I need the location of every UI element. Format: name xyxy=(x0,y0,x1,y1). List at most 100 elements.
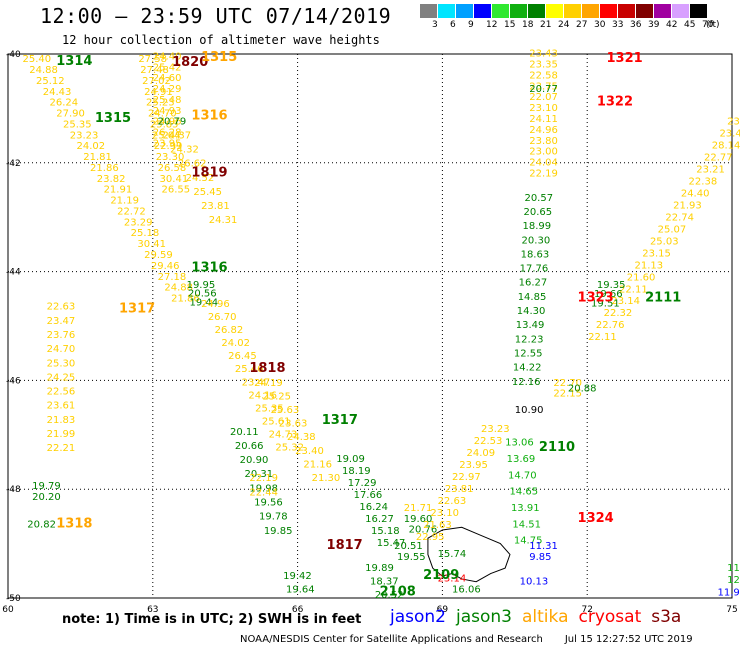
legend-swatch xyxy=(474,4,491,18)
swh-value-label: 24.93 xyxy=(153,106,182,117)
pass-label: 1818 xyxy=(249,361,285,376)
swh-value-label: 27.58 xyxy=(138,54,167,65)
swh-value-label: 27.02 xyxy=(142,76,171,87)
swh-value-label: 19.60 xyxy=(404,514,433,525)
x-tick-label: 63 xyxy=(147,605,158,615)
swh-value-label: 19.44 xyxy=(189,297,218,308)
swh-value-label: 14.65 xyxy=(509,487,538,498)
swh-value-label: 24.04 xyxy=(529,158,558,169)
legend-swatch xyxy=(564,4,581,18)
swh-value-label: 26.70 xyxy=(208,312,237,323)
swh-value-label: 21.13 xyxy=(635,260,664,271)
swh-value-label: 23.30 xyxy=(156,152,185,163)
swh-value-label: 19.89 xyxy=(365,563,394,574)
swh-value-label: 23.35 xyxy=(529,60,558,71)
swh-value-label: 14.22 xyxy=(513,363,542,374)
swh-value-label: 20.76 xyxy=(409,525,438,536)
y-tick-label: -44 xyxy=(6,268,21,278)
swh-value-label: 23.44 xyxy=(719,129,740,140)
swh-value-label: 21.86 xyxy=(90,163,119,174)
swh-value-label: 22.11 xyxy=(619,284,648,295)
swh-value-label: 26.82 xyxy=(215,325,244,336)
y-tick-label: -46 xyxy=(6,376,21,386)
y-tick-label: -40 xyxy=(6,50,21,60)
swh-value-label: 23.14 xyxy=(611,296,640,307)
legend-label: 36 xyxy=(630,20,642,30)
legend-label: 39 xyxy=(648,20,660,30)
swh-value-label: 25.45 xyxy=(193,187,222,198)
swh-value-label: 18.37 xyxy=(370,576,399,587)
legend-swatch xyxy=(582,4,599,18)
swh-value-label: 30.41 xyxy=(160,174,189,185)
x-tick-label: 75 xyxy=(726,605,737,615)
swh-value-label: 20.66 xyxy=(235,441,264,452)
swh-value-label: 23.21 xyxy=(696,165,725,176)
satellite-legend: jason2 jason3 altika cryosat s3a xyxy=(390,607,691,627)
swh-value-label: 21.99 xyxy=(47,429,76,440)
x-tick-label: 66 xyxy=(292,605,304,615)
swh-value-label: 22.76 xyxy=(596,320,625,331)
swh-value-label: 23.75 xyxy=(529,81,558,92)
swh-value-label: 22.19 xyxy=(529,168,558,179)
swh-value-label: 18.19 xyxy=(342,466,371,477)
swh-value-label: 25.85 xyxy=(150,119,179,130)
legend-label: 6 xyxy=(450,20,456,30)
pass-label: 1317 xyxy=(322,413,358,428)
pass-label: 1322 xyxy=(597,95,633,110)
swh-value-label: 19.42 xyxy=(283,571,312,582)
swh-value-label: 24.70 xyxy=(47,344,76,355)
swh-value-label: 21.93 xyxy=(673,200,702,211)
swh-value-label: 22.72 xyxy=(117,206,146,217)
swh-value-label: 24.40 xyxy=(153,51,182,62)
swh-value-label: 22.97 xyxy=(452,472,481,483)
swh-value-label: 25.30 xyxy=(47,358,76,369)
legend-swatch xyxy=(636,4,653,18)
swh-value-label: 14.30 xyxy=(517,306,546,317)
swh-value-label: 25.35 xyxy=(63,119,92,130)
swh-value-label: 22.21 xyxy=(47,443,76,454)
legend-label: 30 xyxy=(594,20,606,30)
swh-value-label: 21.19 xyxy=(110,196,139,207)
swh-value-label: 22.44 xyxy=(249,488,278,499)
swh-value-label: 12.23 xyxy=(515,334,544,345)
legend-unit: (ft) xyxy=(706,20,720,30)
pass-label: 1317 xyxy=(119,301,155,316)
legend-swatch xyxy=(546,4,563,18)
swh-value-label: 25.18 xyxy=(131,228,160,239)
swh-value-label: 24.96 xyxy=(153,117,182,128)
swh-value-label: 23.81 xyxy=(445,484,474,495)
swh-value-label: 12 xyxy=(727,575,740,586)
swh-value-label: 24.02 xyxy=(221,338,250,349)
swh-value-label: 24.96 xyxy=(529,125,558,136)
swh-value-label: 21.16 xyxy=(303,459,332,470)
swh-value-label: 22.99 xyxy=(154,141,183,152)
swh-value-label: 17.29 xyxy=(348,478,377,489)
pass-label: 2108 xyxy=(380,584,416,599)
swh-value-label: 16.24 xyxy=(359,502,388,513)
pass-label: 1315 xyxy=(95,111,131,126)
satellite-name: jason3 xyxy=(456,607,512,627)
swh-value-label: 23.95 xyxy=(153,138,182,149)
swh-value-label: 20.65 xyxy=(523,207,552,218)
swh-value-label: 15.18 xyxy=(371,526,400,537)
swh-value-label: 13.06 xyxy=(505,438,534,449)
swh-value-label: 23.47 xyxy=(242,377,271,388)
swh-value-label: 9.85 xyxy=(529,552,551,563)
swh-value-label: 26.58 xyxy=(158,163,187,174)
swh-value-label: 24.31 xyxy=(209,215,238,226)
swh-value-label: 24.73 xyxy=(269,430,298,441)
legend-swatch xyxy=(690,4,707,18)
swh-value-label: 23.10 xyxy=(430,508,459,519)
legend-label: 21 xyxy=(540,20,552,30)
island-outline xyxy=(427,526,511,583)
swh-value-label: 21.81 xyxy=(83,152,112,163)
swh-value-label: 10.90 xyxy=(515,405,544,416)
swh-value-label: 18.99 xyxy=(523,221,552,232)
swh-value-label: 26.28 xyxy=(153,128,182,139)
swh-value-label: 25.35 xyxy=(255,403,284,414)
swh-value-label: 23.40 xyxy=(295,446,324,457)
pass-label: 2111 xyxy=(645,291,681,306)
swh-value-label: 26.55 xyxy=(161,185,190,196)
swh-value-label: 15.47 xyxy=(377,538,406,549)
swh-value-label: 20.82 xyxy=(27,519,56,530)
